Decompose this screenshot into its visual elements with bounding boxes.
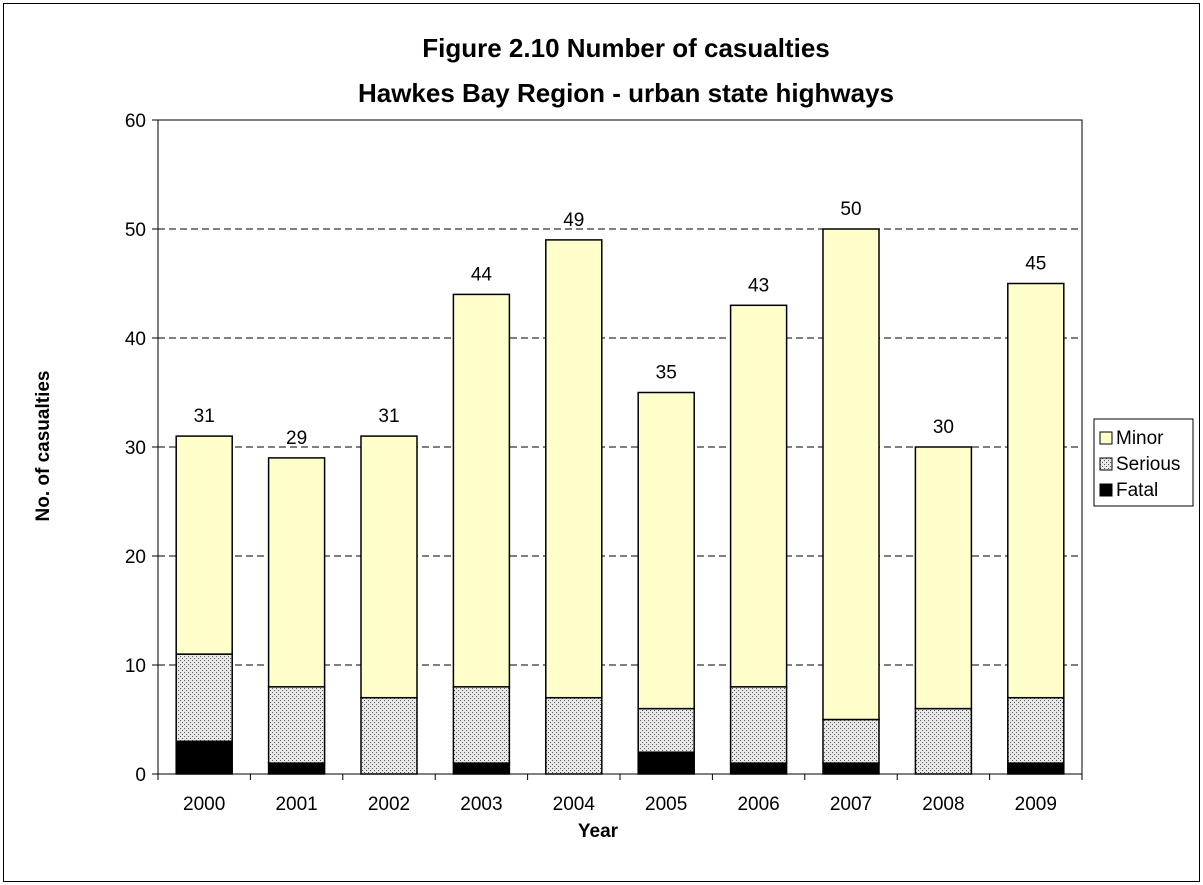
data-labels: 31 29 31 44 49 35 43 50 30 45: [194, 199, 1047, 449]
chart-title: Figure 2.10 Number of casualties: [422, 33, 829, 63]
y-tick-label: 10: [125, 656, 146, 677]
bar-segment-serious: [822, 718, 880, 764]
y-tick-label: 40: [125, 329, 146, 350]
x-tick-label: 2007: [830, 794, 872, 815]
bar-segment-minor: [637, 391, 695, 710]
bar-segment-serious: [637, 707, 695, 753]
data-label-total: 43: [748, 275, 769, 296]
bar-segment-serious: [452, 686, 511, 764]
bar-segment-serious: [729, 686, 788, 764]
bar-segment-serious: [267, 686, 326, 764]
bar-segment-minor: [914, 446, 973, 710]
legend-swatch-minor: [1099, 431, 1113, 445]
data-label-total: 30: [933, 417, 954, 438]
bar-segment-serious: [360, 696, 418, 775]
data-label-total: 29: [286, 428, 307, 449]
y-tick-label: 60: [125, 111, 146, 132]
x-tick-label: 2002: [368, 794, 410, 815]
y-tick-label: 20: [125, 547, 146, 568]
x-tick-label: 2001: [275, 794, 317, 815]
y-axis-label: No. of casualties: [33, 371, 54, 522]
bar-segment-serious: [914, 707, 973, 775]
bar-segment-fatal: [175, 740, 233, 775]
x-tick-label: 2009: [1015, 794, 1057, 815]
bar-segment-fatal: [267, 762, 326, 775]
data-label-total: 45: [1025, 254, 1046, 275]
y-tick-label: 50: [125, 220, 146, 241]
data-label-total: 44: [471, 264, 493, 285]
bar-segment-minor: [267, 457, 326, 688]
bar-segment-serious: [175, 653, 233, 743]
bar-segment-minor: [1007, 282, 1065, 699]
data-label-total: 49: [563, 210, 584, 231]
chart-subtitle: Hawkes Bay Region - urban state highways: [358, 78, 894, 108]
legend-label-fatal: Fatal: [1116, 480, 1158, 501]
y-tick-label: 30: [125, 438, 146, 459]
x-axis-label: Year: [578, 821, 619, 842]
data-label-total: 31: [378, 406, 399, 427]
bar-segment-fatal: [452, 762, 511, 775]
legend-swatch-fatal: [1099, 483, 1113, 497]
x-tick-label: 2003: [460, 794, 502, 815]
bar-segment-serious: [545, 696, 603, 775]
bar-segment-fatal: [822, 762, 880, 775]
legend-label-minor: Minor: [1116, 428, 1164, 449]
x-tick-label: 2000: [183, 794, 225, 815]
bar-segment-minor: [545, 239, 603, 699]
bar-segment-minor: [729, 304, 788, 688]
axes: 0 10 20 30 40 50 60 2000 2001 2002 2003 2004 2005 200…: [125, 111, 1083, 815]
bars: [175, 228, 1065, 775]
bar-segment-fatal: [637, 751, 695, 775]
y-tick-label: 0: [135, 765, 146, 786]
bar-segment-minor: [175, 435, 233, 655]
legend: Minor Serious Fatal: [1093, 418, 1194, 507]
bar-segment-minor: [822, 228, 880, 721]
bar-segment-serious: [1007, 696, 1065, 764]
data-label-total: 35: [656, 363, 677, 384]
bar-segment-minor: [452, 293, 511, 688]
legend-label-serious: Serious: [1116, 454, 1180, 475]
x-tick-label: 2008: [922, 794, 964, 815]
x-tick-label: 2006: [737, 794, 779, 815]
x-tick-label: 2004: [553, 794, 596, 815]
x-tick-label: 2005: [645, 794, 687, 815]
bar-segment-fatal: [1007, 762, 1065, 775]
data-label-total: 50: [840, 199, 861, 220]
bar-segment-fatal: [729, 762, 788, 775]
data-label-total: 31: [194, 406, 215, 427]
bar-segment-minor: [360, 435, 418, 699]
legend-swatch-serious: [1099, 457, 1113, 471]
